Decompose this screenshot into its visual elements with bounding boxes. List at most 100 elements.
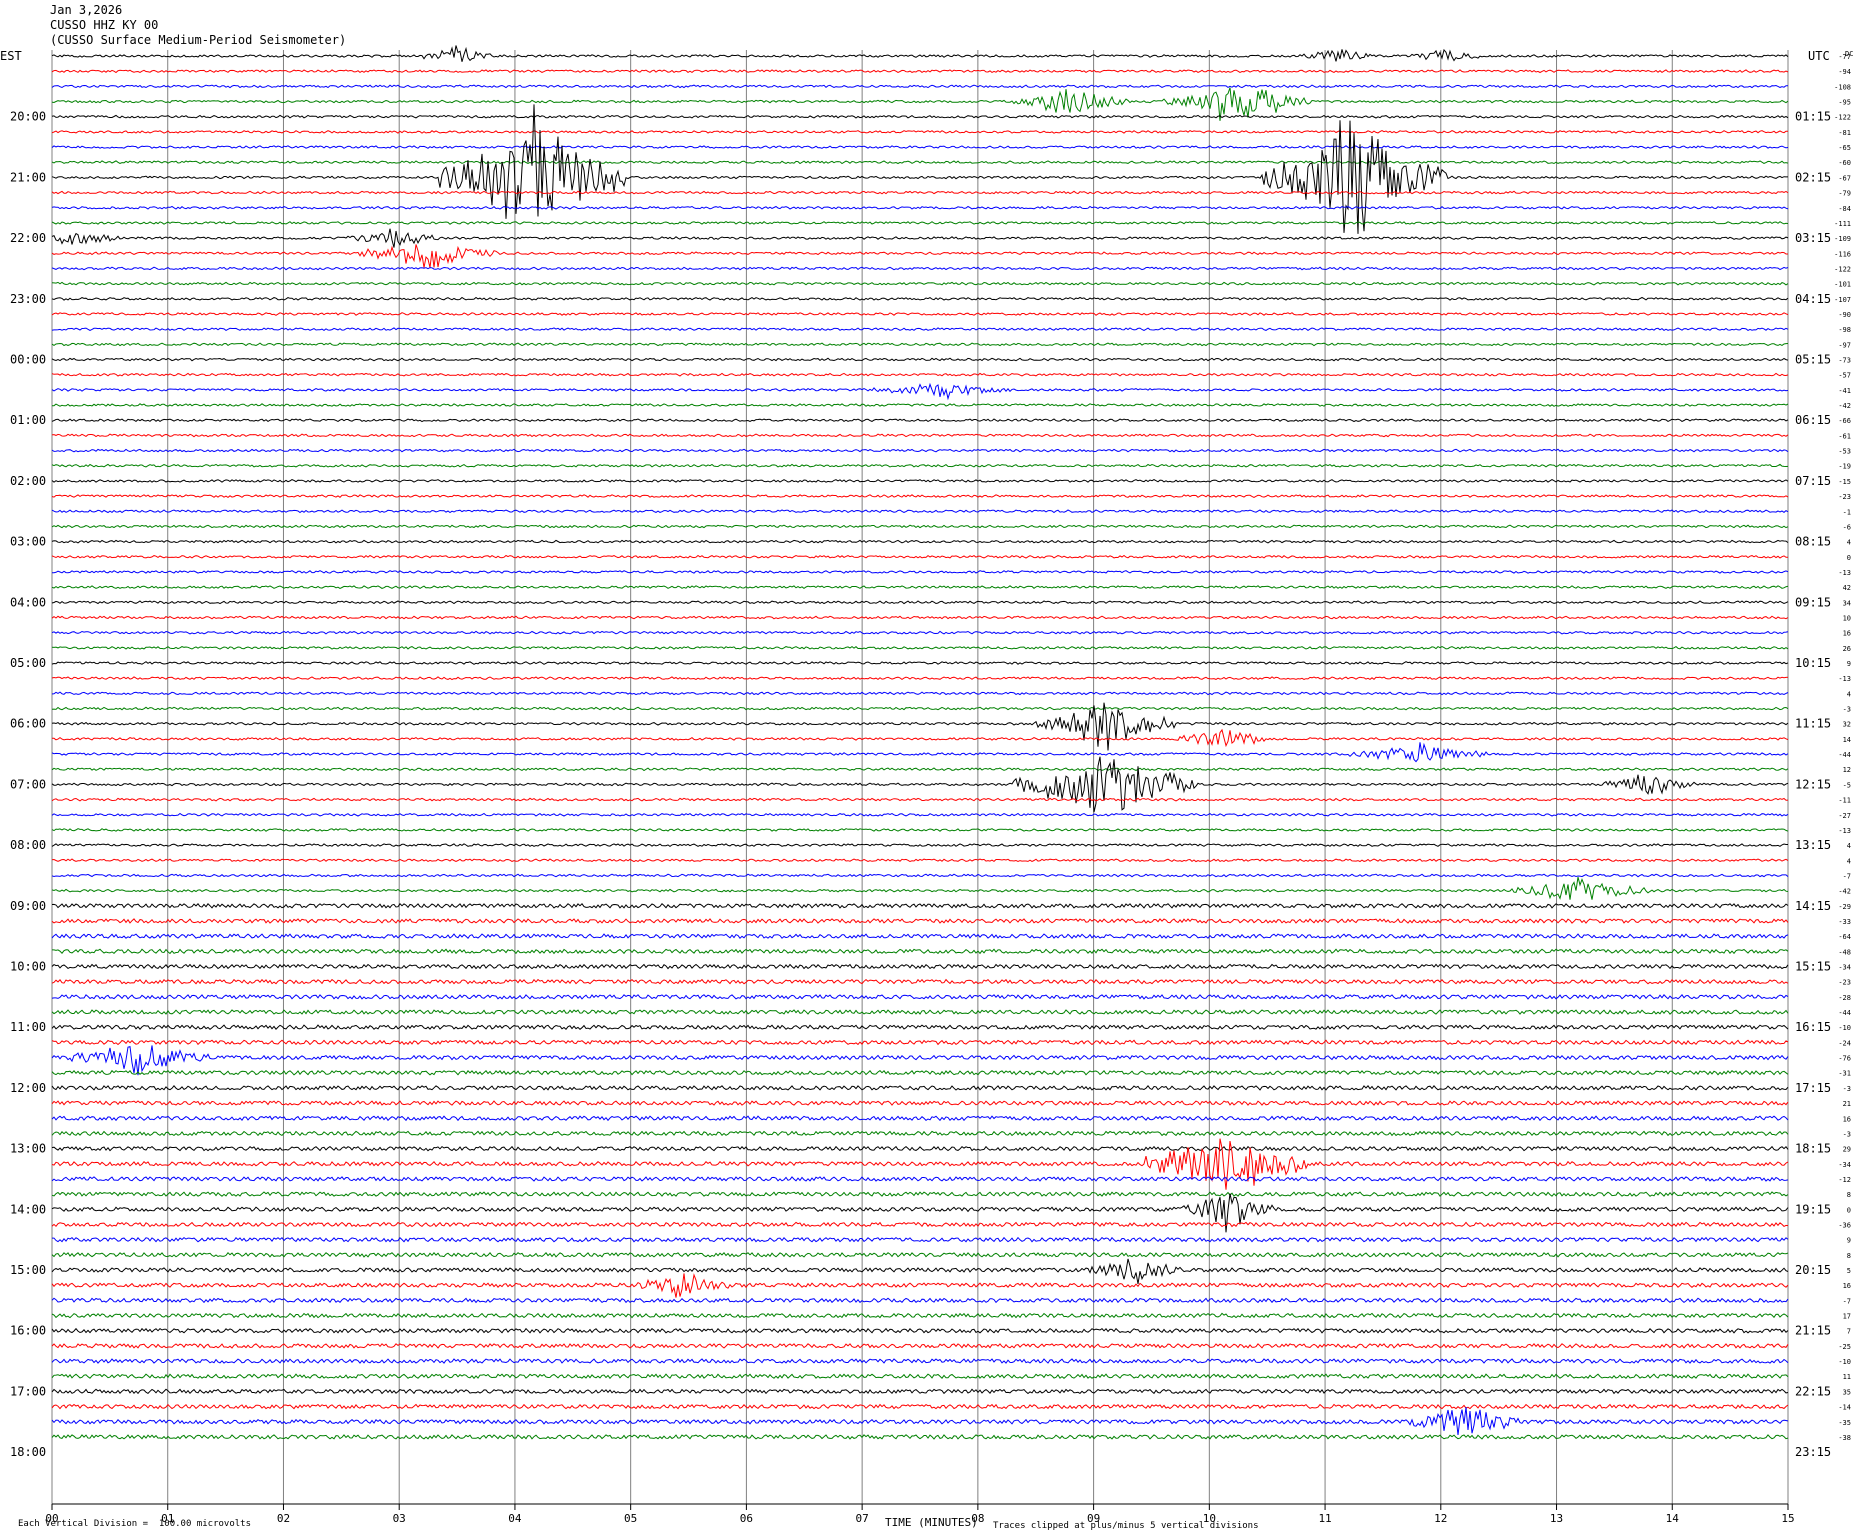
dc-offset-label: -7: [1843, 1297, 1851, 1305]
trace-50: [51, 812, 1789, 817]
dc-offset-label: -79: [1838, 190, 1851, 198]
dc-offset-label: -122: [1834, 114, 1851, 122]
trace-60: [51, 963, 1789, 970]
left-hour-label: 22:00: [10, 231, 46, 245]
trace-43: [51, 706, 1789, 711]
trace-53: [51, 858, 1789, 863]
dc-offset-label: -44: [1838, 751, 1851, 759]
dc-offset-label: -27: [1838, 812, 1851, 820]
dc-offset-label: -48: [1838, 948, 1851, 956]
x-tick-label: 07: [856, 1512, 869, 1525]
right-zone-label: UTC: [1808, 49, 1830, 63]
right-hour-label: 07:15: [1795, 474, 1831, 488]
trace-44: [51, 702, 1789, 751]
dc-offset-label: 4: [1847, 690, 1851, 698]
dc-offset-label: 17: [1843, 1313, 1851, 1321]
trace-28: [51, 479, 1789, 483]
dc-offset-label: -67: [1838, 174, 1851, 182]
trace-13: [51, 244, 1788, 268]
trace-23: [52, 403, 1789, 407]
dc-offset-label: -33: [1838, 918, 1851, 926]
x-axis-title: TIME (MINUTES): [885, 1516, 978, 1529]
minute-gridlines: [51, 50, 1789, 1510]
dc-offset-label: -97: [1838, 341, 1851, 349]
right-hour-label: 08:15: [1795, 535, 1831, 549]
trace-29: [51, 494, 1789, 499]
trace-14: [51, 266, 1789, 271]
right-hour-label: 14:15: [1795, 899, 1831, 913]
x-tick-label: 06: [740, 1512, 753, 1525]
trace-57: [51, 918, 1789, 924]
trace-87: [51, 1373, 1789, 1380]
dc-offset-label: -41: [1838, 387, 1851, 395]
x-tick-label: 10: [1203, 1512, 1216, 1525]
dc-offset-label: -13: [1838, 675, 1851, 683]
dc-offset-label: 4: [1847, 857, 1851, 865]
trace-10: [51, 205, 1789, 210]
dc-offset-label: 21: [1843, 1100, 1851, 1108]
trace-26: [51, 448, 1789, 453]
trace-7: [51, 160, 1789, 165]
dc-offset-label: -66: [1838, 417, 1851, 425]
trace-9: [51, 190, 1789, 195]
trace-67: [51, 1069, 1789, 1076]
trace-56: [51, 902, 1789, 909]
x-tick-label: 04: [508, 1512, 522, 1525]
dc-offset-label: -81: [1838, 129, 1851, 137]
trace-42: [51, 691, 1789, 696]
x-tick-label: 08: [971, 1512, 984, 1525]
left-zone-label: EST: [0, 49, 22, 63]
right-hour-label: 15:15: [1795, 960, 1831, 974]
trace-37: [51, 615, 1789, 620]
trace-51: [51, 827, 1789, 832]
dc-offset-label: 8: [1847, 1252, 1851, 1260]
left-hour-label: 02:00: [10, 474, 46, 488]
x-tick-label: 02: [277, 1512, 290, 1525]
header-date: Jan 3,2026: [50, 3, 123, 17]
right-hour-label: 13:15: [1795, 838, 1831, 852]
trace-5: [51, 130, 1788, 134]
dc-offset-label: 34: [1843, 599, 1851, 607]
dc-offset-label: -109: [1834, 235, 1851, 243]
dc-offset-label: -23: [1838, 979, 1851, 987]
right-hour-label: 03:15: [1795, 231, 1831, 245]
dc-offset-label: -10: [1838, 1024, 1851, 1032]
trace-52: [51, 843, 1788, 848]
left-hour-label: 08:00: [10, 838, 46, 852]
trace-33: [51, 554, 1788, 559]
dc-offset-label: -14: [1838, 1404, 1851, 1412]
right-hour-label: 05:15: [1795, 353, 1831, 367]
left-hour-label: 04:00: [10, 595, 46, 609]
dc-offset-label: 35: [1843, 1388, 1851, 1396]
trace-91: [51, 1434, 1789, 1440]
dc-offset-label: 29: [1843, 1146, 1851, 1154]
trace-55: [51, 876, 1789, 900]
dc-offset-label: -23: [1838, 493, 1851, 501]
trace-72: [51, 1145, 1789, 1152]
trace-34: [52, 570, 1789, 574]
trace-20: [51, 357, 1789, 362]
right-hour-label: 20:15: [1795, 1263, 1831, 1277]
trace-84: [51, 1327, 1789, 1334]
right-hour-label: 18:15: [1795, 1142, 1831, 1156]
dc-offset-label: -116: [1834, 250, 1851, 258]
dc-offset-label: -107: [1834, 296, 1851, 304]
dc-offset-label: -15: [1838, 478, 1851, 486]
left-hour-label: 23:00: [10, 292, 46, 306]
trace-45: [52, 728, 1789, 748]
trace-69: [51, 1100, 1789, 1106]
trace-58: [51, 933, 1789, 939]
trace-39: [51, 645, 1789, 650]
dc-offset-label: -111: [1834, 220, 1851, 228]
trace-22: [51, 382, 1789, 401]
dc-offset-label: -12: [1838, 1176, 1851, 1184]
trace-35: [51, 585, 1789, 590]
trace-30: [51, 509, 1789, 514]
left-hour-label: 05:00: [10, 656, 46, 670]
x-tick-label: 09: [1087, 1512, 1100, 1525]
right-hour-label: 04:15: [1795, 292, 1831, 306]
trace-2: [51, 84, 1789, 89]
left-hour-label: 13:00: [10, 1142, 46, 1156]
dc-offset-label: 4: [1847, 539, 1851, 547]
trace-4: [51, 114, 1789, 119]
